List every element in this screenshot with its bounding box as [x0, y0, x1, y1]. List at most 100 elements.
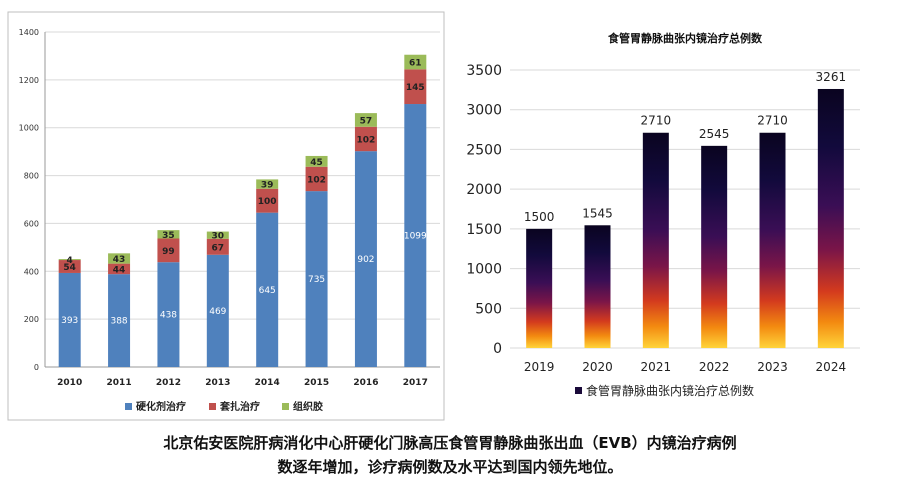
data-label: 388	[110, 317, 127, 327]
bar-segment	[206, 238, 229, 255]
bar-segment	[305, 166, 328, 192]
data-label: 2710	[757, 114, 788, 128]
data-label: 100	[258, 197, 277, 207]
data-label: 645	[259, 286, 276, 296]
bar-segment	[108, 274, 131, 367]
total-cases-bar-chart: 食管胃静脉曲张内镜治疗总例数 0 500 1000 1500 2000 2500 3000 35…	[466, 31, 860, 398]
y-tick-label: 0	[493, 341, 502, 357]
data-label: 2545	[699, 127, 730, 141]
y-tick-label: 3500	[466, 63, 502, 79]
data-label: 4	[67, 256, 73, 266]
bar-segment	[157, 238, 180, 263]
data-label: 1500	[524, 210, 555, 224]
legend-label: 套扎治疗	[219, 400, 260, 413]
bar-segment	[354, 126, 377, 152]
y-tick-label: 3000	[466, 103, 502, 119]
data-label: 45	[310, 158, 323, 168]
y-tick-label: 2500	[466, 142, 502, 158]
data-label: 44	[113, 265, 126, 275]
x-tick-label: 2015	[304, 378, 329, 388]
y-tick-label: 400	[24, 267, 39, 276]
x-tick-label: 2016	[353, 378, 378, 388]
x-tick-label: 2011	[107, 378, 132, 388]
bar-segment	[305, 191, 328, 367]
bar-segment	[58, 259, 81, 261]
x-tick-label: 2019	[524, 360, 555, 374]
y-tick-label: 800	[24, 172, 39, 181]
y-tick-label: 2000	[466, 182, 502, 198]
bar-segment	[157, 262, 180, 367]
x-tick-label: 2021	[641, 360, 672, 374]
bar-segment	[354, 113, 377, 127]
bar	[759, 132, 786, 348]
data-label: 102	[307, 175, 326, 185]
bar-segment	[58, 272, 81, 367]
bar-segment	[404, 69, 427, 105]
y-tick-label: 1200	[19, 76, 39, 85]
legend-swatch	[125, 403, 132, 410]
y-tick-label: 1400	[19, 28, 39, 37]
bar-segment	[404, 104, 427, 368]
data-label: 35	[162, 231, 175, 241]
y-tick-label: 500	[475, 301, 502, 317]
bar-segment	[108, 263, 131, 275]
chart-frame	[7, 11, 445, 421]
data-label: 30	[212, 232, 225, 242]
data-label: 39	[261, 181, 274, 191]
x-tick-label: 2012	[156, 378, 181, 388]
x-tick-label: 2013	[205, 378, 230, 388]
bar-segment	[256, 179, 279, 189]
data-label: 43	[113, 255, 126, 265]
x-tick-label: 2023	[757, 360, 788, 374]
bar	[701, 145, 728, 348]
bar-segment	[305, 155, 328, 167]
data-label: 145	[406, 83, 425, 93]
x-tick-label: 2017	[403, 378, 428, 388]
legend-label: 食管胃静脉曲张内镜治疗总例数	[586, 383, 754, 398]
bar-segment	[404, 54, 427, 70]
caption-line-2: 数逐年增加，诊疗病例数及水平达到国内领先地位。	[277, 458, 623, 476]
x-tick-label: 2024	[816, 360, 847, 374]
y-tick-label: 0	[34, 363, 39, 372]
bar	[584, 225, 611, 348]
x-tick-label: 2022	[699, 360, 730, 374]
legend-swatch	[209, 403, 216, 410]
y-tick-label: 1000	[466, 262, 502, 278]
data-label: 1099	[404, 232, 427, 242]
y-tick-label: 200	[24, 315, 39, 324]
legend-swatch	[282, 403, 289, 410]
bar	[642, 132, 669, 348]
y-tick-label: 600	[24, 219, 39, 228]
data-label: 3261	[816, 70, 847, 84]
bar-segment	[206, 254, 229, 367]
x-tick-label: 2014	[255, 378, 280, 388]
bar-segment	[206, 231, 229, 239]
bar-segment	[157, 230, 180, 239]
data-label: 438	[160, 311, 177, 321]
data-label: 57	[360, 116, 373, 126]
y-tick-label: 1000	[19, 124, 39, 133]
data-label: 102	[357, 135, 376, 145]
data-label: 54	[63, 263, 76, 273]
legend-label: 硬化剂治疗	[136, 400, 186, 413]
data-label: 99	[162, 247, 175, 257]
data-label: 393	[61, 316, 78, 326]
bar-segment	[354, 151, 377, 367]
stacked-bar-chart: 0200400600800100012001400393544201038844…	[7, 11, 445, 421]
y-tick-label: 1500	[466, 222, 502, 238]
legend-label: 组织胶	[293, 400, 323, 413]
x-tick-label: 2020	[582, 360, 613, 374]
bar-segment	[58, 260, 81, 273]
bar-segment	[108, 253, 131, 264]
legend-swatch	[575, 387, 582, 394]
data-label: 2710	[641, 114, 672, 128]
x-tick-label: 2010	[57, 378, 82, 388]
data-label: 1545	[582, 206, 613, 220]
bar	[817, 88, 844, 348]
data-label: 735	[308, 275, 325, 285]
bar-segment	[256, 212, 279, 367]
data-label: 902	[357, 255, 374, 265]
data-label: 67	[212, 243, 225, 253]
bar	[526, 228, 553, 348]
chart-title: 食管胃静脉曲张内镜治疗总例数	[608, 31, 763, 45]
